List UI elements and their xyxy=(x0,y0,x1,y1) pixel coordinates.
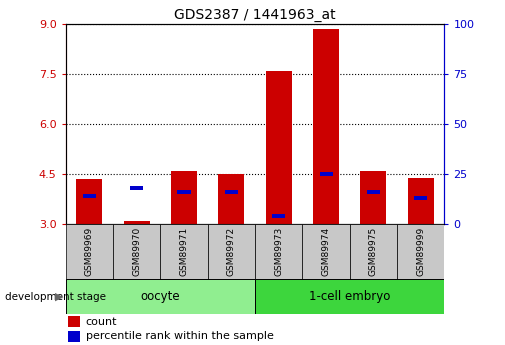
Bar xyxy=(225,190,238,194)
Bar xyxy=(68,316,80,327)
Bar xyxy=(313,29,339,224)
Bar xyxy=(66,224,113,281)
Text: GSM89971: GSM89971 xyxy=(179,227,188,276)
Bar xyxy=(414,196,427,200)
Bar xyxy=(208,224,255,281)
Bar xyxy=(397,224,444,281)
Bar xyxy=(266,71,292,224)
Bar xyxy=(349,224,397,281)
Bar xyxy=(320,172,333,176)
Text: 1-cell embryo: 1-cell embryo xyxy=(309,290,390,303)
Bar xyxy=(255,224,302,281)
Bar xyxy=(66,279,255,314)
Text: GSM89969: GSM89969 xyxy=(85,227,94,276)
Text: percentile rank within the sample: percentile rank within the sample xyxy=(85,331,273,341)
Text: GSM89970: GSM89970 xyxy=(132,227,141,276)
Text: GSM89974: GSM89974 xyxy=(322,227,331,276)
Text: GSM89999: GSM89999 xyxy=(416,227,425,276)
Text: GSM89972: GSM89972 xyxy=(227,227,236,276)
Text: oocyte: oocyte xyxy=(140,290,180,303)
Bar xyxy=(272,214,285,218)
Bar xyxy=(171,171,197,224)
Bar xyxy=(161,224,208,281)
Bar xyxy=(130,186,143,190)
Bar xyxy=(408,178,434,224)
Bar xyxy=(83,194,96,198)
Bar xyxy=(218,174,244,224)
Bar xyxy=(302,224,349,281)
Bar xyxy=(113,224,161,281)
Text: ▶: ▶ xyxy=(55,292,63,302)
Bar xyxy=(68,331,80,342)
Text: GSM89973: GSM89973 xyxy=(274,227,283,276)
Text: GSM89975: GSM89975 xyxy=(369,227,378,276)
Bar xyxy=(367,190,380,194)
Text: development stage: development stage xyxy=(5,292,106,302)
Bar xyxy=(76,179,103,224)
Bar xyxy=(255,279,444,314)
Bar xyxy=(124,221,149,224)
Bar xyxy=(177,190,190,194)
Bar xyxy=(361,171,386,224)
Text: count: count xyxy=(85,317,117,327)
Title: GDS2387 / 1441963_at: GDS2387 / 1441963_at xyxy=(174,8,336,22)
